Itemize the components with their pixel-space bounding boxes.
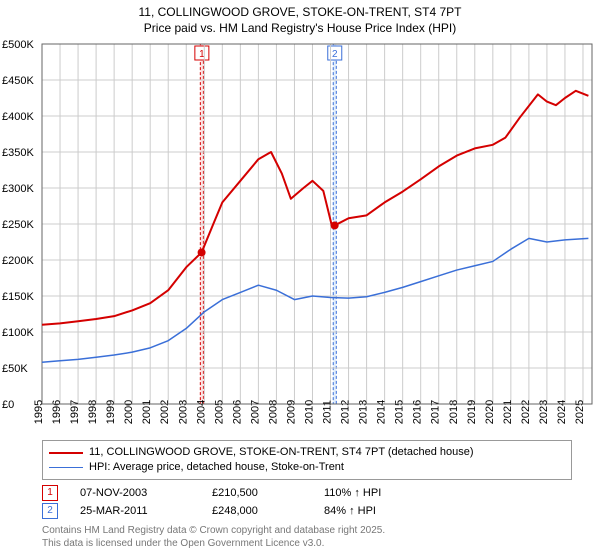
svg-text:2016: 2016	[412, 400, 424, 424]
sale-price: £248,000	[212, 505, 302, 517]
svg-text:1996: 1996	[51, 400, 63, 424]
svg-text:2009: 2009	[285, 400, 297, 424]
svg-text:2018: 2018	[448, 400, 460, 424]
svg-text:2013: 2013	[358, 400, 370, 424]
svg-text:£500K: £500K	[2, 39, 34, 51]
svg-text:1995: 1995	[33, 400, 45, 424]
legend-swatch	[49, 452, 83, 454]
sale-date: 25-MAR-2011	[80, 505, 190, 517]
svg-text:1997: 1997	[69, 400, 81, 424]
svg-text:1998: 1998	[87, 400, 99, 424]
svg-text:2024: 2024	[556, 400, 568, 424]
svg-text:£100K: £100K	[2, 327, 34, 339]
title-line-1: 11, COLLINGWOOD GROVE, STOKE-ON-TRENT, S…	[8, 4, 592, 20]
svg-text:2019: 2019	[466, 400, 478, 424]
svg-text:£300K: £300K	[2, 183, 34, 195]
svg-text:2004: 2004	[195, 400, 207, 424]
svg-text:2: 2	[332, 49, 338, 60]
svg-text:£150K: £150K	[2, 291, 34, 303]
svg-text:2003: 2003	[177, 400, 189, 424]
credits: Contains HM Land Registry data © Crown c…	[42, 524, 572, 550]
legend-label: 11, COLLINGWOOD GROVE, STOKE-ON-TRENT, S…	[89, 445, 474, 460]
svg-text:2000: 2000	[123, 400, 135, 424]
sale-price: £210,500	[212, 487, 302, 499]
svg-text:2001: 2001	[141, 400, 153, 424]
sale-marker-icon: 2	[42, 503, 58, 519]
svg-text:£50K: £50K	[2, 363, 28, 375]
legend-item: 11, COLLINGWOOD GROVE, STOKE-ON-TRENT, S…	[49, 445, 565, 460]
svg-text:2006: 2006	[231, 400, 243, 424]
sale-row: 1 07-NOV-2003 £210,500 110% ↑ HPI	[42, 484, 572, 502]
credits-line: Contains HM Land Registry data © Crown c…	[42, 524, 572, 537]
svg-text:£350K: £350K	[2, 147, 34, 159]
svg-text:£0: £0	[2, 399, 14, 411]
svg-text:1999: 1999	[105, 400, 117, 424]
svg-text:2021: 2021	[502, 400, 514, 424]
svg-text:2020: 2020	[484, 400, 496, 424]
svg-text:2008: 2008	[267, 400, 279, 424]
svg-text:£200K: £200K	[2, 255, 34, 267]
legend: 11, COLLINGWOOD GROVE, STOKE-ON-TRENT, S…	[42, 440, 572, 480]
svg-text:£400K: £400K	[2, 111, 34, 123]
sale-marker-icon: 1	[42, 485, 58, 501]
svg-text:2005: 2005	[213, 400, 225, 424]
svg-text:2002: 2002	[159, 400, 171, 424]
svg-text:2010: 2010	[303, 400, 315, 424]
sale-date: 07-NOV-2003	[80, 487, 190, 499]
legend-swatch	[49, 467, 83, 468]
title-line-2: Price paid vs. HM Land Registry's House …	[8, 20, 592, 36]
legend-item: HPI: Average price, detached house, Stok…	[49, 460, 565, 475]
legend-label: HPI: Average price, detached house, Stok…	[89, 460, 344, 475]
svg-text:2023: 2023	[538, 400, 550, 424]
credits-line: This data is licensed under the Open Gov…	[42, 537, 572, 550]
svg-text:2017: 2017	[430, 400, 442, 424]
sale-row: 2 25-MAR-2011 £248,000 84% ↑ HPI	[42, 502, 572, 520]
svg-text:2012: 2012	[340, 400, 352, 424]
sales-table: 1 07-NOV-2003 £210,500 110% ↑ HPI 2 25-M…	[42, 484, 572, 520]
price-chart: 12£0£50K£100K£150K£200K£250K£300K£350K£4…	[0, 38, 600, 436]
svg-text:2022: 2022	[520, 400, 532, 424]
svg-text:£250K: £250K	[2, 219, 34, 231]
sale-ratio: 110% ↑ HPI	[324, 487, 434, 499]
svg-text:2015: 2015	[394, 400, 406, 424]
chart-title-block: 11, COLLINGWOOD GROVE, STOKE-ON-TRENT, S…	[0, 0, 600, 38]
sale-ratio: 84% ↑ HPI	[324, 505, 434, 517]
chart-area: 12£0£50K£100K£150K£200K£250K£300K£350K£4…	[0, 38, 600, 436]
svg-text:2025: 2025	[574, 400, 586, 424]
svg-text:2007: 2007	[249, 400, 261, 424]
svg-text:£450K: £450K	[2, 75, 34, 87]
svg-text:2014: 2014	[376, 400, 388, 424]
